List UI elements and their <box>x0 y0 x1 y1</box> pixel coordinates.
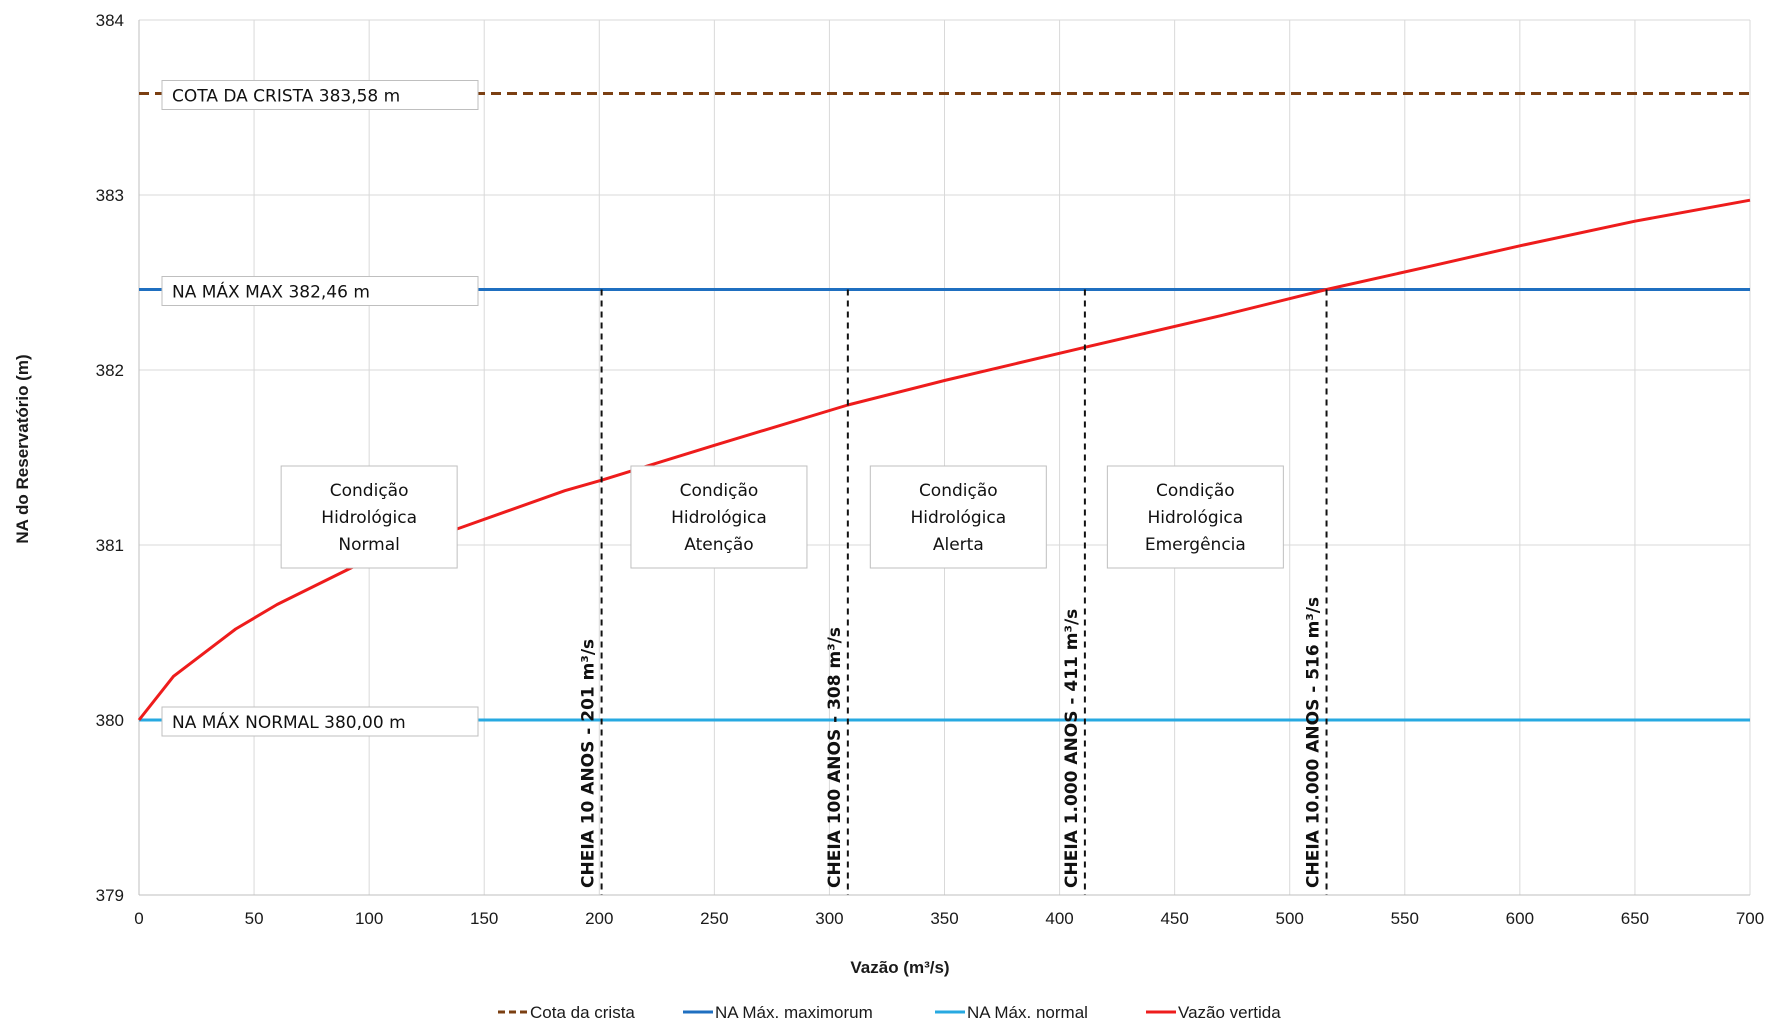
x-tick-label: 400 <box>1045 909 1073 928</box>
x-tick-label: 350 <box>930 909 958 928</box>
flood-markers: CHEIA 10 ANOS - 201 m³/s CHEIA 100 ANOS -… <box>579 289 1328 895</box>
x-tick-label: 150 <box>470 909 498 928</box>
flood-marker-label: CHEIA 1.000 ANOS - 411 m³/s <box>1062 609 1082 888</box>
flood-marker-label: CHEIA 100 ANOS - 308 m³/s <box>825 627 845 888</box>
zone-label-line: Atenção <box>684 535 753 555</box>
y-tick-label: 382 <box>96 361 124 380</box>
flood-marker-label: CHEIA 10.000 ANOS - 516 m³/s <box>1304 597 1324 888</box>
x-tick-label: 700 <box>1736 909 1764 928</box>
legend-label: Vazão vertida <box>1178 1003 1281 1022</box>
legend-item: Cota da crista <box>498 1003 635 1022</box>
reference-label-box: NA MÁX MAX 382,46 m <box>161 276 479 306</box>
x-tick-label: 50 <box>245 909 264 928</box>
x-tick-label: 500 <box>1276 909 1304 928</box>
reference-label-box: COTA DA CRISTA 383,58 m <box>161 80 479 110</box>
legend-label: NA Máx. normal <box>967 1003 1088 1022</box>
reference-label: COTA DA CRISTA 383,58 m <box>172 87 400 107</box>
legend-label: Cota da crista <box>530 1003 635 1022</box>
x-tick-label: 450 <box>1160 909 1188 928</box>
x-tick-label: 0 <box>134 909 143 928</box>
y-tick-label: 381 <box>96 536 124 555</box>
grid <box>138 19 1751 896</box>
zone-label-line: Hidrológica <box>910 508 1006 528</box>
x-tick-label: 550 <box>1391 909 1419 928</box>
annotation-boxes: COTA DA CRISTA 383,58 m NA MÁX MAX 382,46… <box>161 80 1284 737</box>
x-tick-label: 250 <box>700 909 728 928</box>
zone-box: Condição Hidrológica Emergência <box>1106 465 1284 569</box>
tick-labels: 0 50 100 150 200 250 300 350 400 450 500 550 600 650 7… <box>96 11 1765 928</box>
legend-item: NA Máx. normal <box>935 1003 1088 1022</box>
x-tick-label: 100 <box>355 909 383 928</box>
flood-marker-label: CHEIA 10 ANOS - 201 m³/s <box>579 639 599 888</box>
series-line-4 <box>137 198 1751 721</box>
reference-label: NA MÁX NORMAL 380,00 m <box>172 711 406 733</box>
legend-item: Vazão vertida <box>1146 1003 1281 1022</box>
reference-label: NA MÁX MAX 382,46 m <box>172 281 370 303</box>
zone-label-line: Condição <box>919 481 998 501</box>
zone-box: Condição Hidrológica Normal <box>280 465 458 569</box>
zone-label-line: Hidrológica <box>321 508 417 528</box>
zone-label-line: Condição <box>1156 481 1235 501</box>
zone-box: Condição Hidrológica Alerta <box>869 465 1047 569</box>
x-tick-label: 650 <box>1621 909 1649 928</box>
zone-label-line: Alerta <box>933 535 984 555</box>
y-tick-label: 379 <box>96 886 124 905</box>
reference-label-box: NA MÁX NORMAL 380,00 m <box>161 706 479 737</box>
zone-label-line: Condição <box>680 481 759 501</box>
zone-label-line: Normal <box>338 535 400 555</box>
x-axis-title: Vazão (m³/s) <box>850 958 949 977</box>
y-tick-label: 380 <box>96 711 124 730</box>
zone-box: Condição Hidrológica Atenção <box>630 465 808 569</box>
legend-item: NA Máx. maximorum <box>683 1003 873 1022</box>
x-tick-label: 200 <box>585 909 613 928</box>
x-tick-label: 300 <box>815 909 843 928</box>
zone-label-line: Emergência <box>1145 535 1246 555</box>
zone-label-line: Hidrológica <box>1147 508 1243 528</box>
legend: Cota da crista NA Máx. maximorum NA Máx. n… <box>498 1003 1281 1022</box>
x-tick-label: 600 <box>1506 909 1534 928</box>
legend-label: NA Máx. maximorum <box>715 1003 873 1022</box>
y-tick-label: 383 <box>96 186 124 205</box>
zone-label-line: Hidrológica <box>671 508 767 528</box>
zone-label-line: Condição <box>330 481 409 501</box>
y-axis-title: NA do Reservatório (m) <box>13 354 32 543</box>
y-tick-label: 384 <box>96 11 124 30</box>
